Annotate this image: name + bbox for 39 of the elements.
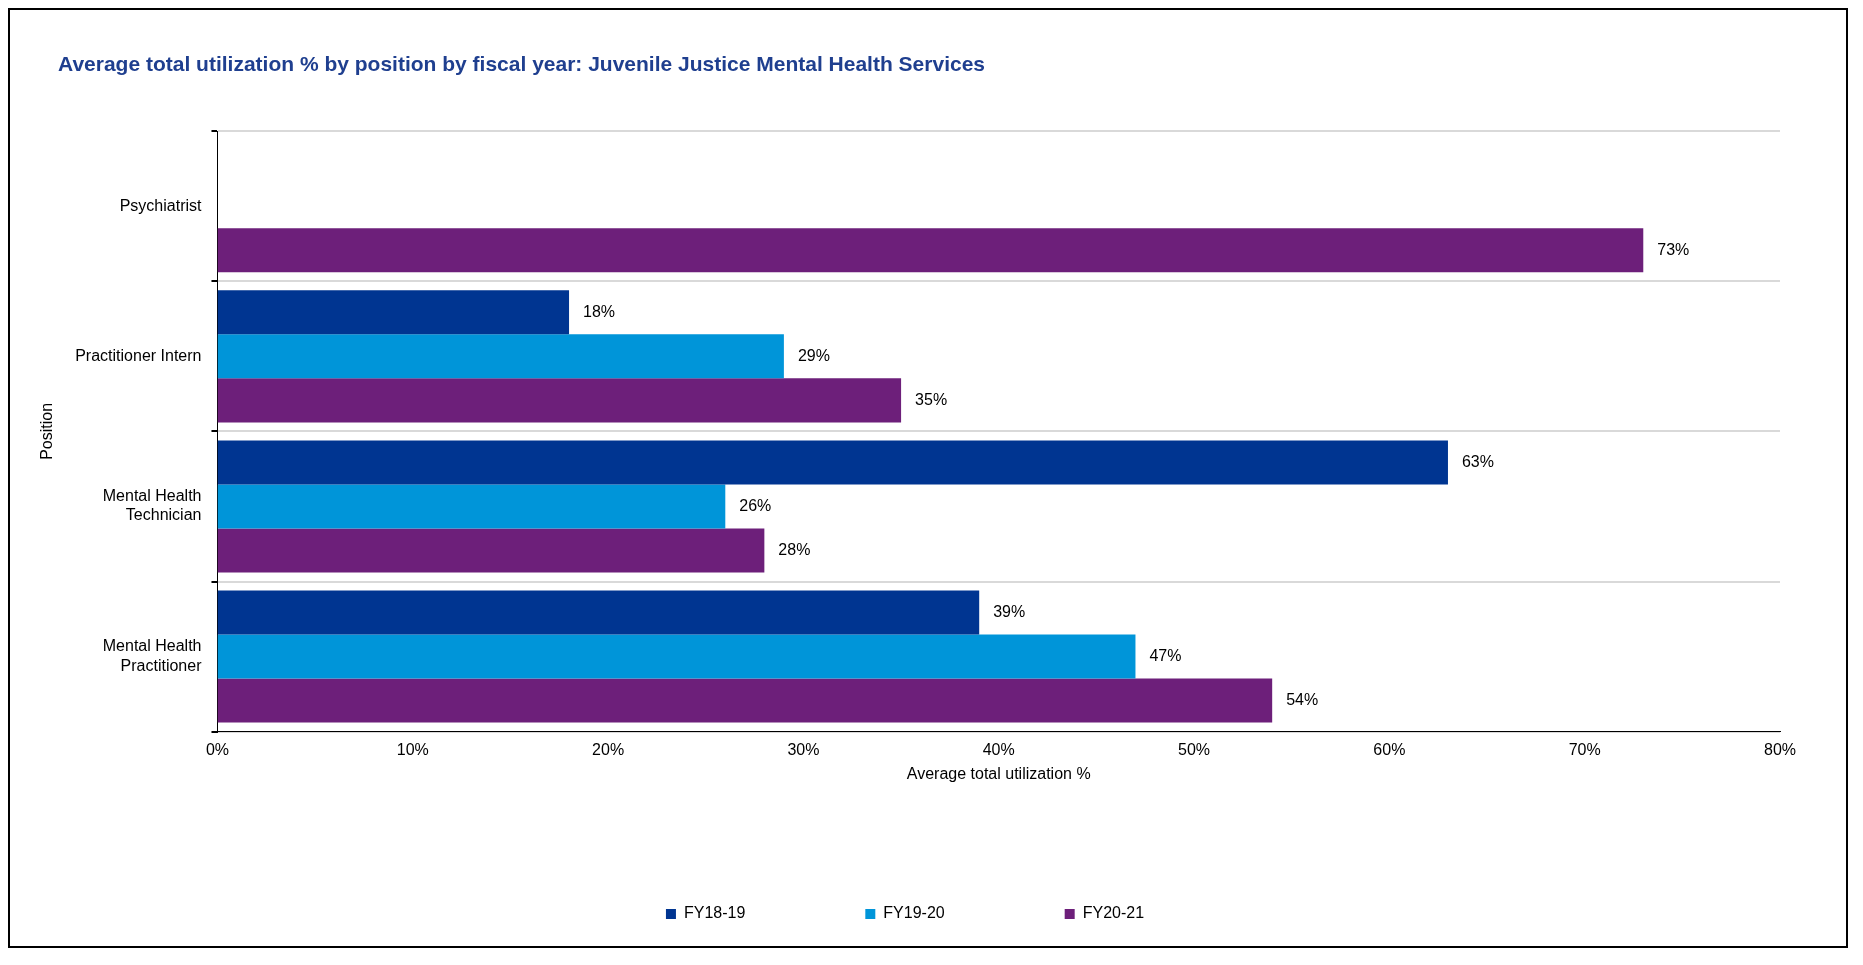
bar xyxy=(217,528,765,573)
bar xyxy=(217,440,1448,485)
x-tick-label: 40% xyxy=(982,740,1015,758)
legend-label: FY18-19 xyxy=(683,904,746,922)
x-tick-label: 60% xyxy=(1373,740,1406,758)
x-tick-label: 10% xyxy=(396,740,429,758)
data-label: 73% xyxy=(1657,240,1690,258)
data-label: 18% xyxy=(583,302,616,320)
y-tick-label: Psychiatrist xyxy=(119,196,203,214)
x-tick-label: 20% xyxy=(592,740,625,758)
data-label: 26% xyxy=(739,496,772,514)
data-label: 28% xyxy=(778,540,811,558)
x-tick-label: 30% xyxy=(787,740,820,758)
x-tick-label: 0% xyxy=(205,740,230,758)
bar xyxy=(217,678,1273,723)
y-tick-label: Mental Health Technician xyxy=(102,487,202,524)
bar xyxy=(217,334,784,379)
legend-label: FY19-20 xyxy=(883,904,945,922)
data-label: 47% xyxy=(1149,646,1182,664)
bar xyxy=(217,634,1136,679)
data-label: 63% xyxy=(1461,452,1494,470)
data-label: 29% xyxy=(797,346,830,364)
y-tick-label: Mental Health Practitioner xyxy=(102,637,203,674)
x-tick-label: 70% xyxy=(1568,740,1601,758)
bar xyxy=(217,228,1644,273)
bar xyxy=(217,590,980,635)
y-axis-title: Position xyxy=(38,402,56,460)
legend-label: FY20-21 xyxy=(1082,904,1145,922)
bar xyxy=(217,484,726,529)
bar xyxy=(217,378,902,423)
data-label: 35% xyxy=(915,390,948,408)
data-label: 54% xyxy=(1286,690,1319,708)
x-axis-title: Average total utilization % xyxy=(906,764,1091,782)
y-tick-label: Practitioner Intern xyxy=(75,346,202,364)
data-label: 39% xyxy=(993,602,1026,620)
x-tick-label: 50% xyxy=(1178,740,1211,758)
x-tick-label: 80% xyxy=(1763,740,1797,758)
bar xyxy=(217,290,570,335)
chart-title: Average total utilization % by position by fiscal year: Juvenile Justice Mental Health Services xyxy=(57,51,986,77)
